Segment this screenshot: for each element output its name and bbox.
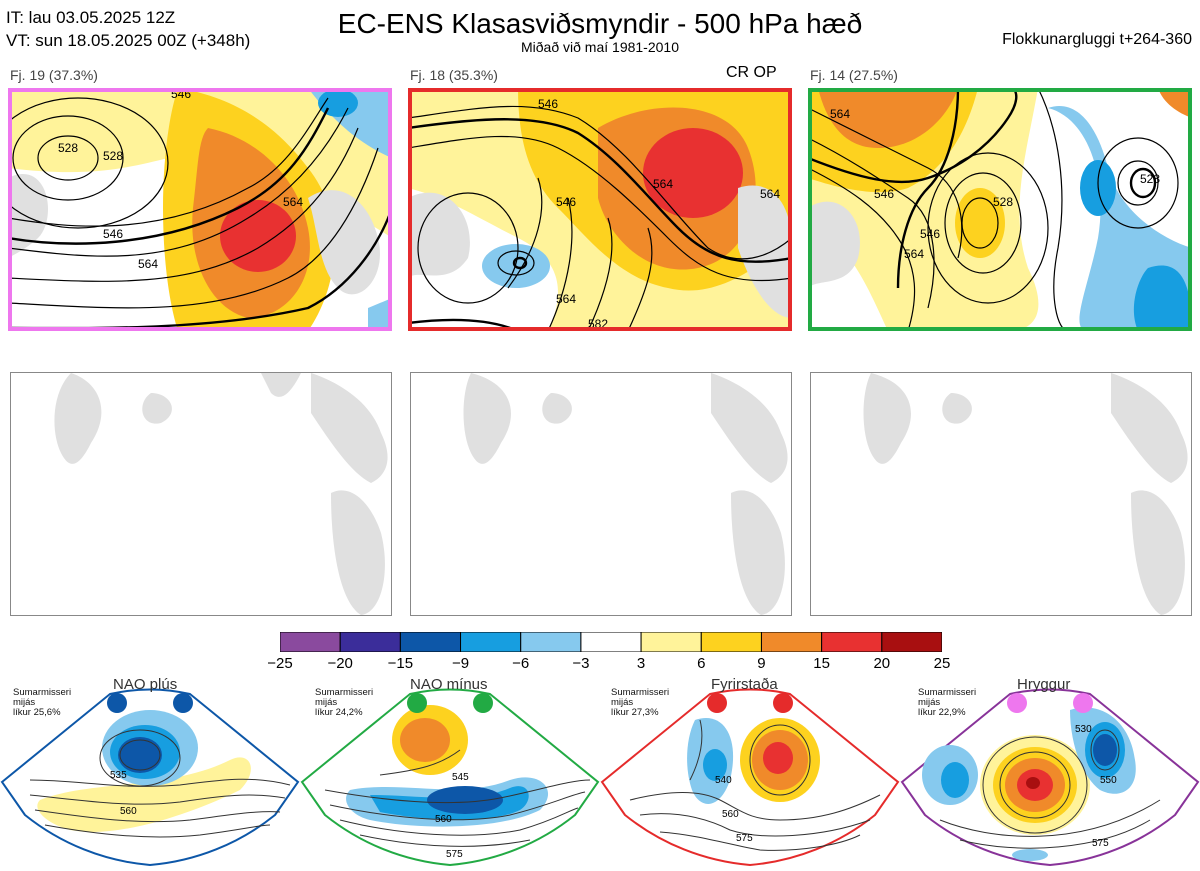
contour-label: 545 <box>452 772 469 783</box>
contour-label: 564 <box>138 257 158 271</box>
colorbar-tick-label: 6 <box>697 655 706 672</box>
contour-label: 564 <box>283 195 303 209</box>
regime-note-ridge: Sumarmisseri mijás líkur 22,9% <box>918 687 977 718</box>
contour-label: 550 <box>1100 775 1117 786</box>
contour-label: 528 <box>993 195 1013 209</box>
contour-label: 528 <box>1140 172 1160 186</box>
cluster-frame-1 <box>8 88 392 331</box>
colorbar-tick-label: −25 <box>267 655 293 672</box>
colorbar-swatch <box>520 631 582 653</box>
contour-label: 546 <box>556 195 576 209</box>
regime-marker-dot <box>1007 693 1027 713</box>
colorbar-tick-label: 20 <box>873 655 891 672</box>
page-title: EC-ENS Klasasviðsmyndir - 500 hPa hæð <box>337 8 863 39</box>
regime-name-blocking: Fyrirstaða <box>711 676 778 693</box>
regime-map-blocking: 540 560 575 <box>600 680 900 871</box>
contour-label: 575 <box>736 833 753 844</box>
regime-marker-dot <box>173 693 193 713</box>
empty-map-3 <box>810 372 1192 616</box>
regime-note-blocking: Sumarmisseri mijás líkur 27,3% <box>611 687 670 718</box>
contour-label: 546 <box>920 227 940 241</box>
colorbar-swatch <box>339 631 401 653</box>
empty-map-2 <box>410 372 792 616</box>
colorbar-tick-label: 9 <box>757 655 766 672</box>
empty-map-1 <box>10 372 392 616</box>
colorbar-swatch <box>460 631 522 653</box>
regime-marker-dot <box>407 693 427 713</box>
regime-map-nao-minus: 545 560 575 <box>300 680 600 871</box>
contour-label: 564 <box>653 177 673 191</box>
contour-label: 560 <box>435 814 452 825</box>
regime-marker-dot <box>773 693 793 713</box>
page-subtitle: Miðað við maí 1981-2010 <box>521 39 679 55</box>
contour-label: 575 <box>1092 838 1109 849</box>
cluster-map-2: 546 564 564 546 564 582 <box>408 88 792 331</box>
regime-map-nao-plus: 535 560 <box>0 680 300 871</box>
colorbar-swatch <box>279 631 341 653</box>
header-times: IT: lau 03.05.2025 12Z VT: sun 18.05.202… <box>6 6 250 52</box>
contour-label: 528 <box>103 149 123 163</box>
init-time: IT: lau 03.05.2025 12Z <box>6 8 176 27</box>
regime-marker-dot <box>473 693 493 713</box>
regime-note-nao-minus: Sumarmisseri mijás líkur 24,2% <box>315 687 374 718</box>
contour-label: 575 <box>446 849 463 860</box>
regime-marker-dot <box>707 693 727 713</box>
valid-time: VT: sun 18.05.2025 00Z (+348h) <box>6 31 251 50</box>
colorbar-tick-label: 25 <box>933 655 951 672</box>
colorbar-tick-label: 15 <box>813 655 830 672</box>
cluster-label-2: Fj. 18 (35.3%) <box>410 67 498 83</box>
regime-map-ridge: 530 550 575 <box>900 680 1200 871</box>
contour-label: 564 <box>904 247 924 261</box>
colorbar-swatch <box>821 631 883 653</box>
contour-label: 546 <box>874 187 894 201</box>
colorbar-tick-label: −3 <box>572 655 590 672</box>
colorbar-swatch <box>760 631 823 653</box>
cluster-frame-3 <box>808 88 1192 331</box>
colorbar-swatch <box>881 631 943 653</box>
colorbar-tick-label: −9 <box>451 655 470 672</box>
contour-label: 560 <box>120 806 137 817</box>
contour-label: 530 <box>1075 724 1092 735</box>
colorbar-swatch <box>580 631 642 653</box>
classification-window: Flokkunargluggi t+264-360 <box>1002 31 1192 48</box>
control-op-label: CR OP <box>726 64 777 81</box>
colorbar-tick-label: −6 <box>512 655 530 672</box>
contour-label: 564 <box>830 107 850 121</box>
colorbar <box>279 631 943 653</box>
contour-label: 564 <box>556 292 576 306</box>
cluster-label-3: Fj. 14 (27.5%) <box>810 67 898 83</box>
regime-marker-dot <box>107 693 127 713</box>
contour-label: 546 <box>103 227 123 241</box>
contour-label: 528 <box>58 141 78 155</box>
regime-marker-dot <box>1073 693 1093 713</box>
regime-name-ridge: Hryggur <box>1017 676 1071 693</box>
regime-name-nao-minus: NAO mínus <box>410 676 488 693</box>
regime-note-nao-plus: Sumarmisseri mijás líkur 25,6% <box>13 687 72 718</box>
cluster-map-1: 528 528 546 564 546 564 <box>8 88 392 331</box>
regime-name-nao-plus: NAO plús <box>113 676 178 693</box>
colorbar-swatch <box>640 631 702 653</box>
contour-label: 546 <box>538 97 558 111</box>
colorbar-swatch <box>399 631 462 653</box>
contour-label: 540 <box>715 775 732 786</box>
colorbar-tick-label: 3 <box>636 655 646 672</box>
colorbar-tick-label: −15 <box>387 655 414 672</box>
cluster-map-3: 564 546 528 546 564 528 <box>808 88 1192 331</box>
contour-label: 560 <box>722 809 739 820</box>
contour-label: 564 <box>760 187 780 201</box>
colorbar-swatch <box>700 631 762 653</box>
cluster-label-1: Fj. 19 (37.3%) <box>10 67 98 83</box>
colorbar-tick-label: −20 <box>327 655 353 672</box>
cluster-frame-2 <box>408 88 792 331</box>
contour-label: 535 <box>110 770 127 781</box>
